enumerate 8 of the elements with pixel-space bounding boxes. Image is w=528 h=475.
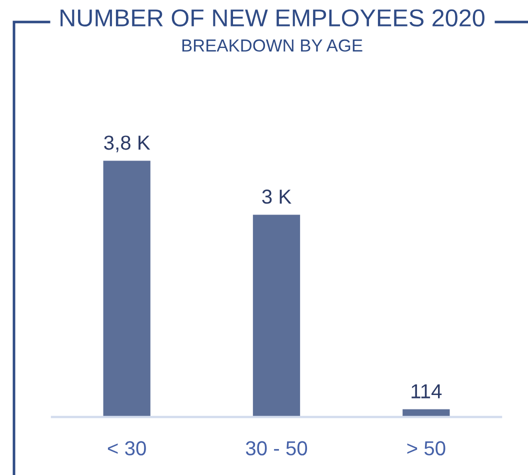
data-label: 114 [412,384,442,398]
x-tick-label: < 30 [108,441,146,456]
x-tick-label: > 50 [407,441,446,456]
x-tick-label: 30 - 50 [246,441,308,456]
data-label: 3,8 K [104,136,150,152]
chart-title: NUMBER OF NEW EMPLOYEES 2020 [60,9,484,27]
data-label: 3 K [262,190,292,204]
chart-subtitle: BREAKDOWN BY AGE [182,39,362,52]
